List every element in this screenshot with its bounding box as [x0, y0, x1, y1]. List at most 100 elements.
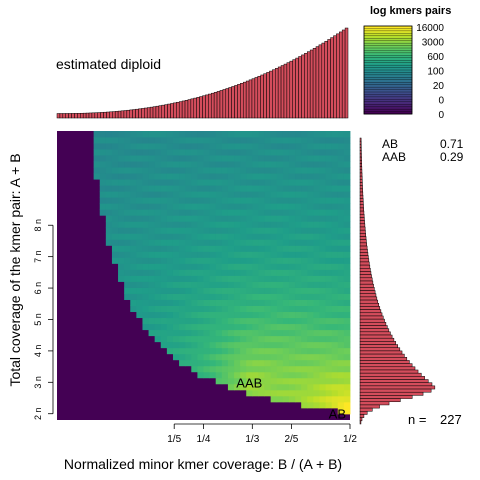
y-tick-label: 4 n	[33, 345, 43, 358]
top-histogram-bar	[94, 112, 98, 119]
heatmap-cell	[246, 221, 253, 228]
right-histogram-bar	[359, 179, 363, 183]
heatmap-cell	[343, 221, 351, 228]
top-histogram-bar	[292, 59, 296, 119]
heatmap-cell	[221, 317, 229, 325]
heatmap-cell	[130, 185, 137, 192]
heatmap-cell	[258, 203, 265, 210]
heatmap-cell	[124, 257, 131, 264]
heatmap-cell	[325, 353, 333, 361]
heatmap-cell	[301, 287, 308, 294]
heatmap-cell	[203, 209, 210, 216]
right-histogram-bar	[359, 293, 377, 298]
heatmap-cell	[148, 131, 156, 138]
heatmap-cell	[191, 305, 198, 313]
heatmap-cell	[258, 353, 265, 361]
heatmap-cell	[319, 299, 326, 306]
heatmap-cell	[307, 389, 314, 397]
heatmap-cell	[252, 239, 259, 246]
heatmap-cell	[276, 293, 284, 300]
heatmap-cell	[215, 347, 223, 355]
heatmap-cell	[343, 347, 351, 355]
right-histogram-bar	[359, 204, 364, 209]
heatmap-cell	[172, 341, 180, 349]
heatmap-cell	[307, 305, 314, 313]
heatmap-cell	[295, 305, 302, 313]
right-histogram-bar	[359, 201, 364, 205]
heatmap-cell	[130, 263, 137, 270]
heatmap-cell	[313, 221, 320, 228]
heatmap-cell	[240, 311, 247, 319]
heatmap-cell	[282, 371, 290, 379]
heatmap-cell	[234, 221, 241, 228]
heatmap-cell	[295, 365, 302, 373]
heatmap-cell	[288, 347, 296, 355]
heatmap-cell	[227, 317, 235, 325]
heatmap-cell	[276, 371, 284, 379]
heatmap-cell	[331, 341, 339, 349]
heatmap-cell	[148, 299, 156, 306]
heatmap-cell	[246, 155, 253, 162]
heatmap-cell	[337, 221, 345, 228]
heatmap-cell	[105, 239, 113, 246]
heatmap-cell	[276, 209, 284, 216]
heatmap-cell	[179, 287, 186, 294]
heatmap-cell	[307, 167, 314, 174]
heatmap-cell	[160, 299, 168, 306]
heatmap-cell	[203, 203, 210, 210]
right-histogram-bar	[359, 217, 365, 221]
heatmap-cell	[343, 167, 351, 174]
heatmap-cell	[197, 323, 204, 331]
heatmap-cell	[246, 359, 253, 367]
heatmap-cell	[179, 203, 186, 210]
right-histogram-bar	[359, 344, 398, 348]
heatmap-cell	[301, 317, 308, 325]
heatmap-cell	[319, 143, 326, 150]
heatmap-cell	[295, 227, 302, 234]
heatmap-cell	[258, 383, 265, 391]
heatmap-cell	[179, 131, 186, 138]
heatmap-cell	[221, 161, 229, 168]
heatmap-cell	[295, 173, 302, 180]
heatmap-cell	[264, 155, 272, 162]
heatmap-cell	[313, 245, 320, 252]
heatmap-cell	[209, 251, 217, 258]
heatmap-cell	[246, 347, 253, 355]
heatmap-cell	[240, 299, 247, 306]
heatmap-cell	[227, 293, 235, 300]
heatmap-cell	[154, 335, 162, 343]
heatmap-cell	[234, 329, 241, 337]
heatmap-cell	[160, 275, 168, 282]
heatmap-cell	[246, 185, 253, 192]
heatmap-cell	[337, 203, 345, 210]
heatmap-cell	[240, 197, 247, 204]
heatmap-cell	[246, 299, 253, 306]
heatmap-cell	[215, 221, 223, 228]
heatmap-cell	[105, 191, 113, 198]
heatmap-cell	[99, 173, 107, 180]
heatmap-cell	[276, 131, 284, 138]
heatmap-cell	[246, 191, 253, 198]
heatmap-cell	[325, 293, 333, 300]
right-histogram-bar	[359, 172, 363, 177]
heatmap-cell	[282, 263, 290, 270]
heatmap-cell	[270, 197, 278, 204]
heatmap-cell	[215, 131, 223, 138]
heatmap-cell	[148, 221, 156, 228]
heatmap-cell	[191, 287, 198, 294]
heatmap-cell	[240, 293, 247, 300]
heatmap-cell	[307, 317, 314, 325]
heatmap-cell	[240, 203, 247, 210]
heatmap-cell	[209, 257, 217, 264]
heatmap-cell	[221, 203, 229, 210]
heatmap-cell	[319, 251, 326, 258]
heatmap-cell	[215, 143, 223, 150]
top-histogram-bar	[152, 106, 157, 119]
right-histogram-bar	[359, 290, 376, 294]
right-histogram-bar	[359, 341, 397, 345]
heatmap-cell	[203, 299, 210, 306]
heatmap-cell	[130, 299, 137, 306]
heatmap-cell	[203, 215, 210, 222]
heatmap-cell	[313, 275, 320, 282]
heatmap-cell	[166, 221, 174, 228]
